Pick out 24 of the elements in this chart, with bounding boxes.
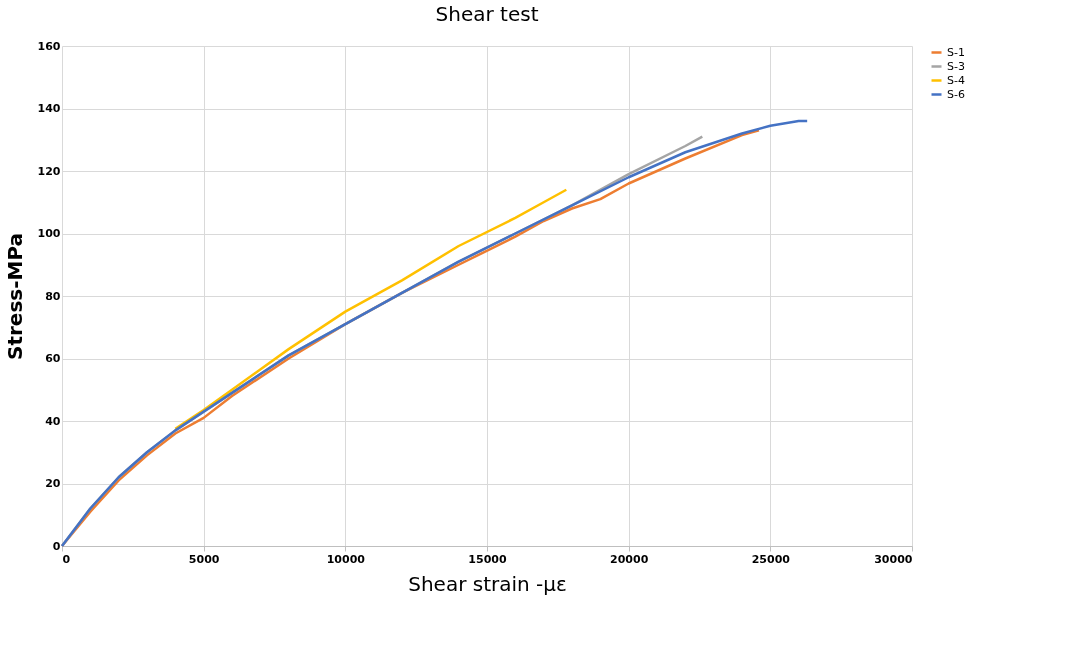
line-series — [174, 188, 568, 431]
x-tick-label: 0 — [62, 552, 71, 566]
legend-label: S-3 — [947, 59, 965, 73]
legend-label: S-1 — [947, 45, 965, 59]
x-tick-label: 25000 — [751, 552, 791, 566]
y-tick-label: 0 — [52, 539, 61, 553]
y-tick-label: 140 — [37, 102, 61, 115]
y-tick-label: 40 — [45, 414, 61, 428]
y-tick-label: 60 — [45, 352, 61, 365]
legend-label: S-4 — [947, 73, 965, 87]
chart-title: Shear test — [435, 2, 539, 26]
x-tick-label: 20000 — [610, 552, 649, 566]
x-tick-label: 30000 — [874, 552, 913, 566]
x-tick-label: 10000 — [326, 552, 366, 566]
y-tick-label: 80 — [45, 289, 61, 303]
y-tick-label: 120 — [37, 164, 61, 178]
y-tick-label: 100 — [37, 227, 61, 240]
x-tick-label: 5000 — [188, 552, 220, 566]
x-axis-title: Shear strain -με — [408, 571, 567, 596]
y-tick-label: 160 — [37, 39, 61, 53]
x-tick-label: 15000 — [468, 552, 507, 566]
legend-label: S-6 — [947, 87, 965, 101]
y-tick-label: 20 — [45, 477, 61, 490]
y-axis-title: Stress-MPa — [2, 232, 27, 361]
